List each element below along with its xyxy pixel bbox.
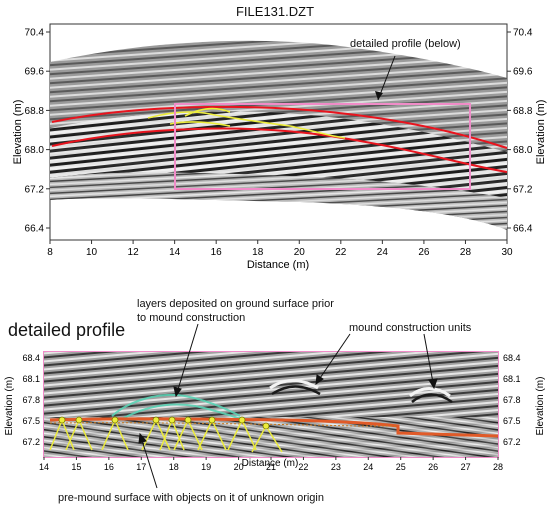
detailed-y-tick-label-right: 68.1 (503, 374, 521, 384)
top-x-axis: 8 10 12 14 16 18 20 22 24 26 28 30 (47, 240, 513, 258)
detailed-x-tick-label: 17 (136, 462, 146, 472)
top-x-tick-label: 24 (377, 247, 389, 258)
detailed-x-tick-label: 18 (169, 462, 179, 472)
detailed-x-tick-label: 15 (71, 462, 81, 472)
top-x-axis-label: Distance (m) (247, 259, 309, 271)
mound-reflection-1b (271, 385, 321, 396)
detailed-x-axis: 14 15 16 17 18 19 20 21 22 23 24 25 26 27 28 (39, 457, 503, 472)
detailed-y-tick-label-left: 67.2 (22, 437, 40, 447)
top-x-tick-label: 14 (169, 247, 181, 258)
top-x-tick-label: 28 (460, 247, 472, 258)
top-y-axis-right: 70.4 69.6 68.8 68.0 67.2 66.4 (507, 28, 533, 235)
detailed-y-axis-left: 68.4 68.1 67.8 67.5 67.2 (22, 353, 40, 447)
detailed-x-tick-label: 23 (331, 462, 341, 472)
detailed-x-axis-label: Distance (m) (242, 458, 299, 469)
detailed-y-tick-label-left: 68.1 (22, 374, 40, 384)
detailed-x-tick-label: 16 (104, 462, 114, 472)
top-y-axis-label-right: Elevation (m) (535, 100, 547, 165)
mound-reflection-2 (409, 387, 451, 398)
top-x-tick-label: 20 (294, 247, 306, 258)
detailed-y-tick-label-left: 67.8 (22, 395, 40, 405)
top-y-tick-label-left: 69.6 (25, 67, 45, 78)
top-x-tick-label: 12 (128, 247, 140, 258)
detailed-x-tick-label: 25 (396, 462, 406, 472)
annotation-mound-units: mound construction units (349, 322, 472, 334)
detailed-x-tick-label: 28 (493, 462, 503, 472)
mound-reflection-2b (411, 393, 453, 404)
detailed-x-tick-label: 21 (266, 462, 276, 472)
detailed-y-tick-label-right: 67.2 (503, 437, 521, 447)
radargram-lower-zone (50, 172, 507, 230)
detailed-x-tick-label: 26 (428, 462, 438, 472)
top-y-tick-label-left: 67.2 (25, 184, 45, 195)
top-x-tick-label: 8 (47, 247, 53, 258)
detailed-y-tick-label-left: 67.5 (22, 416, 40, 426)
top-y-axis-label-left: Elevation (m) (12, 100, 24, 165)
detailed-x-tick-label: 19 (201, 462, 211, 472)
top-y-tick-label-right: 68.8 (513, 106, 533, 117)
annotation-layers: layers deposited on ground surface prior… (137, 298, 334, 324)
top-x-tick-label: 16 (211, 247, 223, 258)
top-y-tick-label-right: 68.0 (513, 145, 533, 156)
top-x-tick-label: 26 (418, 247, 430, 258)
detailed-y-tick-label-right: 67.5 (503, 416, 521, 426)
pre-mound-surface-line (49, 417, 499, 438)
figure-title: FILE131.DZT (235, 4, 315, 19)
detailed-x-tick-label: 27 (461, 462, 471, 472)
detailed-x-tick-label: 20 (234, 462, 244, 472)
top-x-tick-label: 22 (335, 247, 347, 258)
top-y-axis-left: 70.4 69.6 68.8 68.0 67.2 66.4 (25, 28, 50, 235)
annotation-pre-mound-surface: pre-mound surface with objects on it of … (58, 492, 324, 504)
annotation-arrows (138, 323, 438, 489)
annotation-detailed-profile: detailed profile (below) (350, 38, 461, 50)
top-y-tick-label-right: 70.4 (513, 28, 533, 39)
detailed-radargram-panel: 14 15 16 17 18 19 20 21 22 23 24 25 26 27 28 68.468.16… (4, 323, 546, 489)
detailed-y-axis-label-right: Elevation (m) (535, 377, 546, 436)
detailed-x-tick-label: 14 (39, 462, 49, 472)
detailed-x-tick-label: 22 (298, 462, 308, 472)
top-y-tick-label-left: 70.4 (25, 28, 45, 39)
detailed-y-axis-right: 68.4 68.1 67.8 67.5 67.2 (503, 353, 521, 447)
top-y-tick-label-left: 66.4 (25, 224, 45, 235)
pre-mound-surface-line-thin (49, 422, 398, 427)
teal-deposited-layers (111, 394, 245, 421)
top-radargram-panel: 8 10 12 14 16 18 20 22 24 26 28 30 70.4 69.6 68.8 68.0… (12, 23, 547, 271)
top-y-tick-label-right: 69.6 (513, 67, 533, 78)
upper-red-horizon (51, 105, 508, 149)
detailed-y-tick-label-right: 68.4 (503, 353, 521, 363)
radargram-reflector-zone (50, 111, 507, 198)
top-x-tick-label: 10 (86, 247, 98, 258)
top-x-tick-label: 18 (252, 247, 264, 258)
yellow-object-points (58, 416, 270, 430)
detailed-y-tick-label-right: 67.8 (503, 395, 521, 405)
detail-region-box (174, 103, 471, 190)
detailed-profile-heading: detailed profile (8, 320, 126, 340)
detailed-radargram-texture-lower (44, 417, 498, 457)
top-y-tick-label-left: 68.0 (25, 145, 45, 156)
detailed-x-tick-label: 24 (363, 462, 373, 472)
top-y-tick-label-left: 68.8 (25, 106, 45, 117)
detailed-y-axis-label-left: Elevation (m) (4, 377, 15, 436)
detailed-y-tick-label-left: 68.4 (22, 353, 40, 363)
top-y-tick-label-right: 67.2 (513, 184, 533, 195)
detail-annotation-arrowhead (375, 91, 383, 100)
lower-red-horizon (51, 127, 508, 173)
top-x-tick-label: 30 (501, 247, 513, 258)
mound-reflection-1 (269, 379, 319, 390)
top-y-tick-label-right: 66.4 (513, 224, 533, 235)
